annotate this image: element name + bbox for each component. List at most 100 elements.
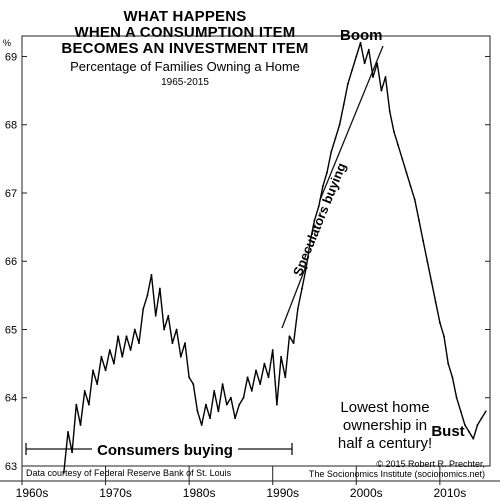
data-point-49	[267, 376, 270, 379]
data-point-6	[88, 403, 90, 406]
data-point-94	[455, 396, 458, 399]
data-point-4	[79, 424, 82, 426]
data-point-46	[255, 369, 257, 372]
data-point-96	[464, 424, 466, 426]
data-point-100	[480, 417, 483, 420]
data-point-56	[296, 308, 299, 310]
data-point-101	[484, 410, 487, 413]
data-point-48	[263, 362, 266, 365]
data-point-40	[230, 396, 232, 399]
data-point-17	[133, 328, 136, 331]
annotation-low-note-line-3: half a century!	[338, 435, 432, 452]
data-point-26	[171, 342, 174, 344]
data-point-50	[271, 349, 274, 351]
y-tick-label-3: 66	[5, 256, 17, 268]
data-point-84	[413, 198, 416, 201]
data-point-87	[426, 260, 429, 263]
data-point-76	[380, 89, 383, 92]
x-ticks: 1960s 1970s 1980s 1990s 2000s 2010s	[16, 466, 467, 500]
data-point-41	[234, 417, 237, 420]
data-point-5	[83, 390, 86, 392]
x-tick-label-5: 2010s	[434, 486, 467, 500]
data-point-21	[150, 274, 153, 276]
data-point-37	[217, 410, 220, 413]
data-point-27	[175, 328, 178, 331]
data-point-54	[288, 335, 291, 338]
data-point-92	[447, 362, 450, 365]
y-tick-label-6: 69	[5, 51, 17, 63]
data-point-28	[179, 355, 182, 358]
data-point-93	[451, 376, 454, 379]
data-point-42	[238, 403, 241, 406]
credit-left: Data courtesy of Federal Reserve Bank of…	[26, 468, 232, 478]
chart-title-line-1: WHAT HAPPENS	[124, 8, 247, 25]
data-point-79	[393, 130, 395, 133]
data-point-20	[146, 294, 149, 297]
data-point-83	[409, 185, 412, 188]
data-point-90	[439, 321, 441, 324]
annotation-speculators: Speculators buying	[290, 161, 349, 279]
y-unit-label: %	[3, 38, 11, 48]
credit-right-line-1: © 2015 Robert R. Prechter,	[376, 459, 485, 469]
credit-right-line-2: The Socionomics Institute (socionomics.n…	[309, 469, 485, 479]
data-point-99	[476, 424, 479, 426]
annotation-low-note-line-2: ownership in	[343, 417, 427, 434]
data-point-85	[418, 219, 420, 222]
data-point-98	[472, 437, 475, 440]
data-point-43	[242, 396, 245, 399]
data-point-95	[459, 410, 462, 413]
chart-title-line-2: WHEN A CONSUMPTION ITEM	[75, 24, 296, 41]
data-point-64	[330, 151, 333, 153]
data-point-59	[309, 239, 312, 242]
data-point-23	[159, 287, 161, 290]
data-point-18	[138, 342, 140, 344]
data-point-55	[292, 342, 295, 344]
data-point-88	[430, 280, 433, 283]
y-tick-label-4: 67	[5, 188, 17, 200]
data-point-72	[363, 62, 366, 65]
data-point-77	[384, 76, 387, 78]
data-point-0	[62, 471, 65, 474]
data-point-31	[192, 383, 195, 385]
chart-title-line-3: BECOMES AN INVESTMENT ITEM	[61, 40, 308, 57]
data-point-66	[338, 123, 341, 126]
data-point-15	[125, 335, 128, 338]
data-point-61	[317, 205, 320, 208]
x-tick-label-0: 1960s	[16, 486, 49, 500]
data-point-63	[326, 171, 328, 174]
data-point-47	[259, 383, 262, 385]
x-tick-label-4: 2000s	[350, 486, 383, 500]
data-point-81	[401, 158, 404, 160]
data-point-34	[205, 403, 207, 406]
data-point-14	[121, 355, 124, 358]
chart-subtitle: Percentage of Families Owning a Home	[70, 59, 300, 74]
data-point-82	[405, 171, 408, 174]
data-point-89	[434, 301, 437, 304]
plot-frame	[21, 35, 491, 467]
data-point-80	[397, 144, 399, 147]
annotation-boom: Boom	[340, 27, 383, 44]
data-point-32	[196, 410, 199, 413]
data-point-24	[163, 328, 166, 331]
data-point-67	[342, 103, 345, 106]
y-tick-label-1: 64	[5, 393, 17, 405]
data-point-44	[246, 376, 249, 379]
data-point-7	[92, 369, 94, 372]
data-point-58	[305, 267, 307, 269]
y-tick-label-0: 63	[5, 461, 17, 473]
data-point-38	[221, 383, 224, 385]
data-point-62	[322, 185, 324, 188]
speculators-line-lower	[281, 265, 307, 329]
data-point-86	[422, 239, 424, 242]
data-point-60	[313, 219, 316, 222]
data-point-22	[154, 314, 157, 317]
data-point-19	[142, 308, 145, 310]
data-point-69	[351, 69, 353, 71]
series-line	[63, 42, 487, 473]
data-point-30	[188, 376, 191, 379]
data-point-29	[184, 342, 186, 344]
data-point-39	[225, 403, 228, 406]
data-point-25	[167, 314, 170, 317]
data-point-9	[100, 355, 103, 358]
data-point-13	[117, 335, 119, 338]
